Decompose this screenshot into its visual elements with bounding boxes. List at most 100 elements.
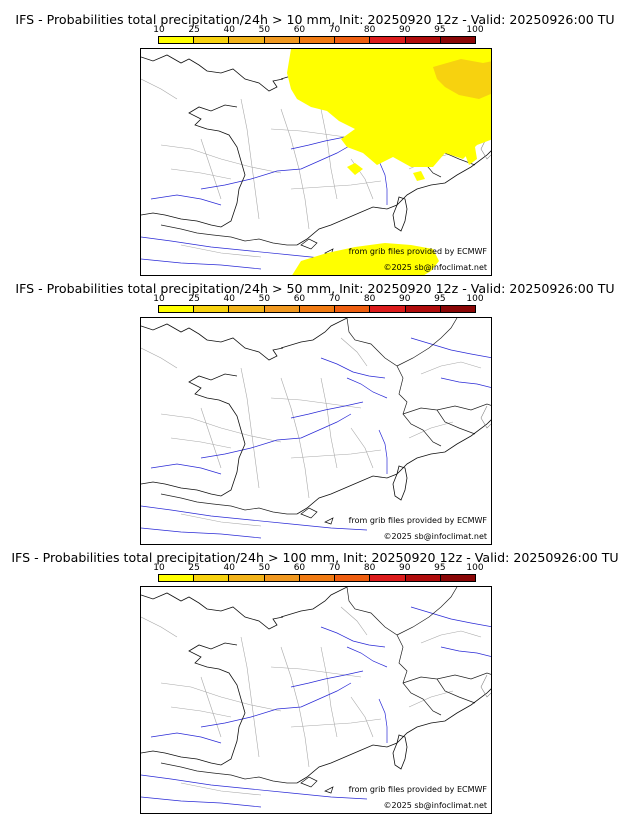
admin-boundary-3 <box>320 646 338 738</box>
river-5 <box>378 429 388 474</box>
panel-title: IFS - Probabilities total precipitation/… <box>15 12 615 27</box>
forecast-map[interactable]: from grib files provided by ECMWF ©2025 … <box>140 317 492 545</box>
legend-swatch-10 <box>159 37 195 43</box>
corsica-outline <box>392 465 408 501</box>
legend-tick-70: 70 <box>328 563 341 573</box>
legend-tick-70: 70 <box>328 25 341 35</box>
forecast-map[interactable]: from grib files provided by ECMWF ©2025 … <box>140 586 492 814</box>
forecast-map[interactable]: from grib files provided by ECMWF ©2025 … <box>140 48 492 276</box>
national-border-1 <box>160 493 297 515</box>
river-2 <box>290 670 364 688</box>
legend-swatch-60 <box>299 37 336 43</box>
legend-labels: 10 25 40 50 60 70 80 90 95 100 <box>153 25 483 35</box>
map-panel-50mm: IFS - Probabilities total precipitation/… <box>0 269 630 545</box>
admin-boundary-11 <box>408 421 454 439</box>
legend-tick-80: 80 <box>363 25 376 35</box>
admin-boundary-6 <box>200 676 222 738</box>
legend-swatch-90 <box>405 575 441 581</box>
probability-overlay <box>141 318 492 545</box>
river-3 <box>346 646 388 668</box>
national-border-4 <box>436 678 476 704</box>
admin-boundary-0 <box>160 413 282 443</box>
legend-swatch-10 <box>159 306 195 312</box>
national-border-2 <box>402 672 491 684</box>
legend-tick-90: 90 <box>399 25 411 35</box>
legend-tick-95: 95 <box>434 25 446 35</box>
legend-tick-90: 90 <box>399 294 411 304</box>
legend-tick-25: 25 <box>188 25 200 35</box>
legend-tick-60: 60 <box>293 25 306 35</box>
river-6 <box>320 626 386 648</box>
rain-area-mediterranean <box>292 243 439 275</box>
rain-area-small-patches <box>347 163 425 181</box>
legend-swatch-70 <box>335 37 371 43</box>
river-0 <box>200 682 352 728</box>
national-border-0 <box>346 318 442 447</box>
river-8 <box>150 194 222 206</box>
legend-tick-40: 40 <box>223 25 235 35</box>
legend-tick-40: 40 <box>223 563 235 573</box>
panel-title: IFS - Probabilities total precipitation/… <box>11 550 619 565</box>
legend-swatch-70 <box>335 306 371 312</box>
admin-boundary-10 <box>340 606 368 636</box>
legend-swatch-95 <box>440 37 475 43</box>
corsica-outline <box>392 196 408 232</box>
legend-tick-50: 50 <box>258 563 271 573</box>
legend-swatch-25 <box>194 37 230 43</box>
admin-boundary-8 <box>290 180 382 190</box>
legend-tick-10: 10 <box>153 294 165 304</box>
admin-boundary-1 <box>240 367 260 489</box>
admin-boundary-5 <box>170 706 232 718</box>
river-7 <box>410 606 491 627</box>
admin-boundary-13 <box>420 361 482 375</box>
legend-tick-10: 10 <box>153 563 165 573</box>
admin-boundary-10 <box>340 337 368 367</box>
map-panel-100mm: IFS - Probabilities total precipitation/… <box>0 538 630 814</box>
river-7 <box>410 337 491 358</box>
admin-boundary-11 <box>408 690 454 708</box>
admin-boundary-9 <box>180 244 262 258</box>
legend-tick-95: 95 <box>434 294 446 304</box>
legend-swatch-90 <box>405 306 441 312</box>
atlantic-coastline <box>141 587 348 766</box>
legend-swatch-95 <box>440 306 475 312</box>
legend-swatch-50 <box>264 306 300 312</box>
river-2 <box>290 401 364 419</box>
legend-swatch-70 <box>335 575 371 581</box>
river-8 <box>150 463 222 475</box>
admin-boundary-8 <box>290 449 382 459</box>
admin-boundary-0 <box>160 682 282 712</box>
legend-tick-10: 10 <box>153 25 165 35</box>
national-border-4 <box>436 409 476 435</box>
legend-colorbar <box>158 36 476 44</box>
legend-tick-100: 100 <box>466 563 484 573</box>
river-0 <box>200 144 352 190</box>
legend-tick-95: 95 <box>434 563 446 573</box>
admin-boundary-6 <box>200 138 222 200</box>
legend-tick-70: 70 <box>328 294 341 304</box>
alps-relief <box>480 136 491 160</box>
admin-boundary-0 <box>160 144 282 174</box>
legend-tick-100: 100 <box>466 294 484 304</box>
legend-swatch-80 <box>370 306 406 312</box>
admin-boundary-12 <box>141 347 178 369</box>
legend-swatch-80 <box>370 37 406 43</box>
river-0 <box>200 413 352 459</box>
probability-legend: 10 25 40 50 60 70 80 90 95 100 <box>153 25 484 44</box>
basemap <box>141 587 491 808</box>
panel-title: IFS - Probabilities total precipitation/… <box>15 281 615 296</box>
legend-labels: 10 25 40 50 60 70 80 90 95 100 <box>153 563 483 573</box>
probability-overlay <box>141 587 492 814</box>
alps-relief <box>480 405 491 429</box>
legend-tick-60: 60 <box>293 294 306 304</box>
river-6 <box>320 357 386 379</box>
legend-swatch-25 <box>194 306 230 312</box>
national-border-3 <box>396 318 458 367</box>
admin-boundary-13 <box>420 630 482 644</box>
data-source-credit: from grib files provided by ECMWF <box>348 516 487 525</box>
balearic-islands <box>300 507 334 525</box>
legend-swatch-40 <box>229 575 265 581</box>
legend-swatch-60 <box>299 306 336 312</box>
copyright-credit: ©2025 sb@infoclimat.net <box>383 532 488 541</box>
atlantic-coastline <box>141 318 348 497</box>
